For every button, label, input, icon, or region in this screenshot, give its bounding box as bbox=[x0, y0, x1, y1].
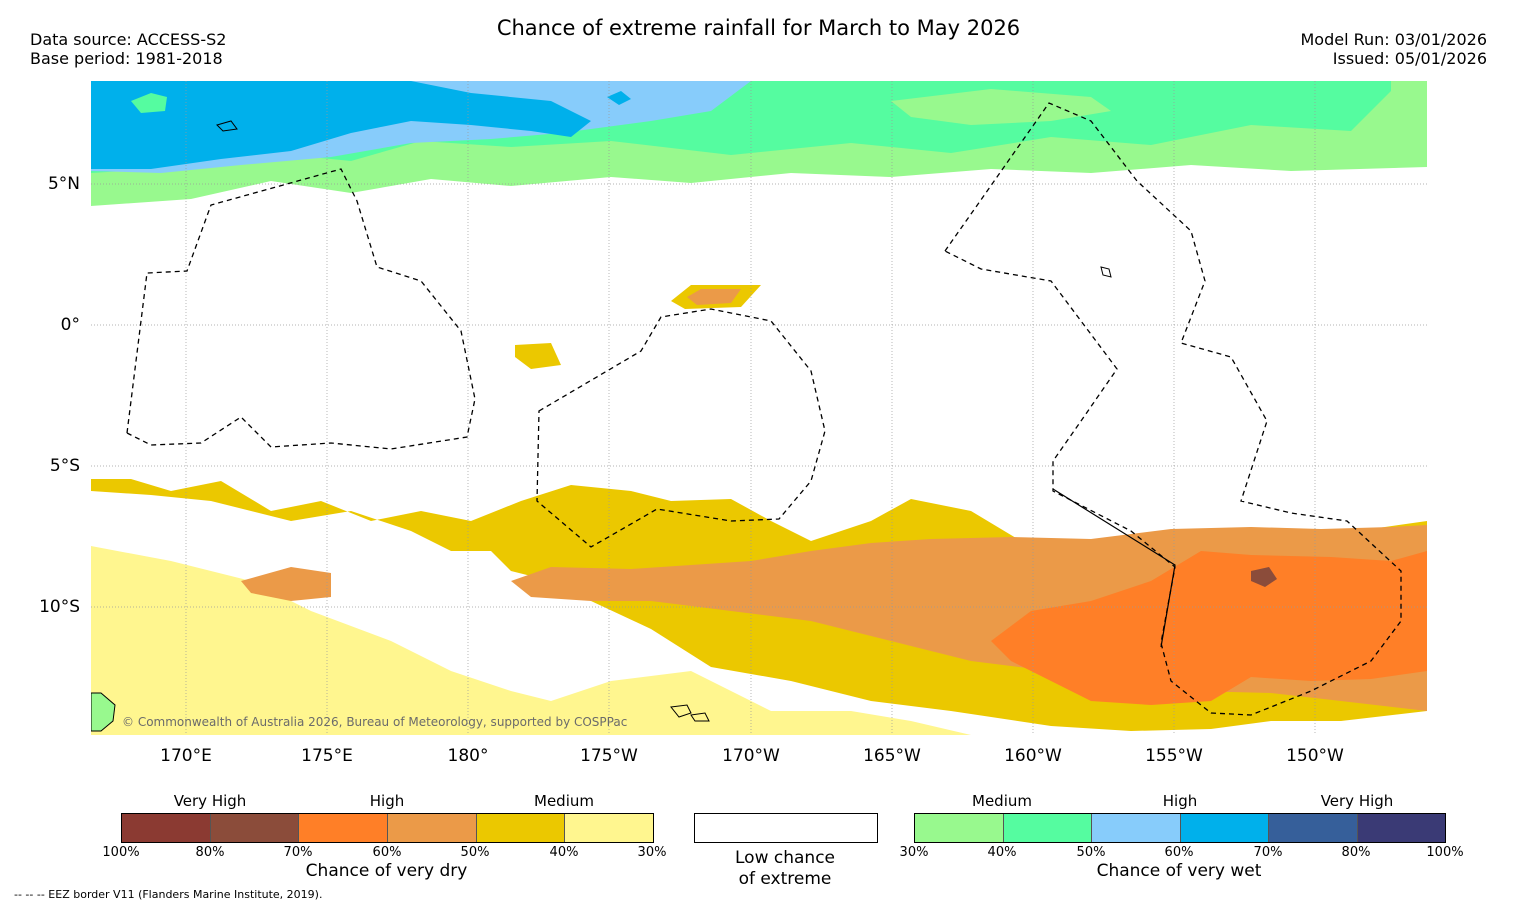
lat-label-10s: 10°S bbox=[39, 597, 80, 617]
low-chance-swatch bbox=[694, 813, 878, 843]
wet-swatch-2 bbox=[1003, 814, 1092, 842]
lon-label-165w: 165°W bbox=[863, 746, 921, 766]
low-chance-line1: Low chance bbox=[735, 848, 835, 868]
lon-label-160w: 160°W bbox=[1004, 746, 1062, 766]
dry-swatch-6 bbox=[565, 814, 654, 842]
eez-footnote: -- -- -- EEZ border V11 (Flanders Marine… bbox=[14, 888, 323, 901]
lon-label-180: 180° bbox=[447, 746, 489, 766]
rainfall-map bbox=[91, 81, 1427, 735]
dry-tick: 60% bbox=[372, 845, 402, 860]
eez-solid-border bbox=[1052, 488, 1176, 648]
lon-label-150w: 150°W bbox=[1286, 746, 1344, 766]
eez-borders bbox=[126, 102, 1402, 716]
lat-label-5n: 5°N bbox=[47, 174, 80, 194]
wet-legend-label: Chance of very wet bbox=[1096, 861, 1262, 881]
low-chance-label: Low chance of extreme bbox=[694, 848, 876, 890]
wet-tick: 100% bbox=[1426, 845, 1464, 860]
data-source: Data source: ACCESS-S2 bbox=[30, 30, 227, 49]
wet-cat-very-high: Very High bbox=[1320, 792, 1394, 810]
dry-swatch-2 bbox=[210, 814, 300, 842]
wet-swatch-3 bbox=[1092, 814, 1181, 842]
wet-tick: 80% bbox=[1341, 845, 1371, 860]
graticule bbox=[91, 81, 1427, 735]
dry-tick: 70% bbox=[283, 845, 313, 860]
dry-tick: 30% bbox=[637, 845, 667, 860]
dry-tick: 80% bbox=[195, 845, 225, 860]
wet-tick: 40% bbox=[987, 845, 1017, 860]
wet-swatch-6 bbox=[1357, 814, 1445, 842]
lat-label-0: 0° bbox=[60, 315, 80, 335]
lon-label-175w: 175°W bbox=[580, 746, 638, 766]
dry-swatch-4 bbox=[388, 814, 477, 842]
wet-swatch-4 bbox=[1180, 814, 1269, 842]
wet-anomaly-region bbox=[91, 81, 1427, 206]
dry-swatch-1 bbox=[122, 814, 211, 842]
dry-legend-label: Chance of very dry bbox=[305, 861, 468, 881]
dry-colorbar bbox=[121, 813, 654, 843]
run-info: Model Run: 03/01/2026 Issued: 05/01/2026 bbox=[1301, 30, 1488, 68]
dry-tick: 40% bbox=[549, 845, 579, 860]
dry-cat-very-high: Very High bbox=[173, 792, 247, 810]
issued-date: Issued: 05/01/2026 bbox=[1332, 49, 1487, 68]
lon-label-175e: 175°E bbox=[301, 746, 353, 766]
wet-tick: 70% bbox=[1253, 845, 1283, 860]
copyright-notice: © Commonwealth of Australia 2026, Bureau… bbox=[122, 715, 628, 729]
map-title: Chance of extreme rainfall for March to … bbox=[496, 16, 1021, 40]
lat-label-5s: 5°S bbox=[49, 456, 80, 476]
wet-cat-medium: Medium bbox=[972, 792, 1032, 810]
lon-label-170w: 170°W bbox=[722, 746, 780, 766]
data-info: Data source: ACCESS-S2 Base period: 1981… bbox=[30, 30, 226, 68]
dry-cat-medium: Medium bbox=[534, 792, 594, 810]
islands bbox=[91, 120, 1112, 732]
base-period: Base period: 1981-2018 bbox=[30, 49, 223, 68]
lon-label-170e: 170°E bbox=[160, 746, 212, 766]
wet-tick: 60% bbox=[1164, 845, 1194, 860]
wet-tick: 50% bbox=[1076, 845, 1106, 860]
dry-swatch-5 bbox=[476, 814, 566, 842]
dry-swatch-3 bbox=[299, 814, 389, 842]
dry-cat-high: High bbox=[369, 792, 405, 810]
map-canvas bbox=[91, 81, 1427, 735]
wet-swatch-5 bbox=[1269, 814, 1358, 842]
dry-anomaly-region bbox=[91, 285, 1427, 735]
wet-colorbar bbox=[914, 813, 1446, 843]
wet-cat-high: High bbox=[1162, 792, 1198, 810]
dry-tick: 50% bbox=[460, 845, 490, 860]
low-chance-line2: of extreme bbox=[738, 869, 832, 889]
dry-tick: 100% bbox=[102, 845, 140, 860]
model-run: Model Run: 03/01/2026 bbox=[1300, 30, 1488, 49]
wet-tick: 30% bbox=[899, 845, 929, 860]
wet-swatch-1 bbox=[915, 814, 1004, 842]
lon-label-155w: 155°W bbox=[1145, 746, 1203, 766]
